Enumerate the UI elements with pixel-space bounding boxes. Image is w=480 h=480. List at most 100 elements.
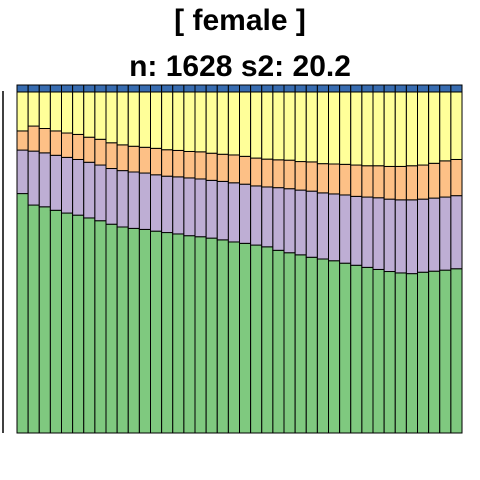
bar-segment-series-3-col-21: [239, 155, 252, 185]
bar-segment-series-1-col-40: [450, 268, 463, 434]
bar-segment-series-2-col-28: [316, 192, 330, 260]
bar-segment-series-3-col-15: [172, 149, 185, 178]
bar-segment-series-4-col-27: [305, 91, 318, 163]
bar-segment-series-1-col-17: [194, 236, 207, 434]
chart-title-line-1: [ female ]: [174, 4, 306, 37]
bar-segment-series-1-col-1: [16, 193, 29, 434]
bar-segment-series-5-col-6: [72, 84, 85, 93]
bar-segment-series-1-col-31: [350, 264, 363, 434]
bar-segment-series-4-col-24: [272, 91, 285, 161]
bar-segment-series-3-col-3: [38, 128, 51, 154]
bar-segment-series-3-col-1: [16, 130, 29, 151]
bar-segment-series-2-col-5: [61, 156, 74, 214]
bar-segment-series-2-col-38: [428, 197, 441, 272]
bar-segment-series-1-col-21: [239, 242, 252, 434]
bar-segment-series-3-col-8: [94, 138, 107, 166]
bar-segment-series-1-col-37: [417, 271, 430, 434]
bar-segment-series-4-col-3: [38, 91, 51, 129]
bar-segment-series-2-col-17: [194, 178, 207, 238]
bar-segment-series-1-col-4: [49, 209, 63, 434]
bar-segment-series-3-col-32: [361, 165, 374, 198]
bar-segment-series-4-col-13: [150, 91, 163, 149]
bar-segment-series-2-col-11: [127, 171, 140, 229]
bar-segment-series-5-col-13: [150, 84, 163, 93]
bar-segment-series-4-col-21: [239, 91, 252, 157]
bar-segment-series-2-col-20: [227, 182, 241, 243]
bar-segment-series-5-col-33: [372, 84, 385, 93]
bar-segment-series-5-col-7: [83, 84, 96, 93]
bar-segment-series-2-col-19: [216, 180, 229, 241]
bar-segment-series-2-col-37: [417, 198, 430, 273]
bar-segment-series-4-col-1: [16, 91, 29, 132]
bar-segment-series-5-col-37: [417, 84, 430, 93]
bar-segment-series-3-col-7: [83, 136, 96, 163]
bar-segment-series-4-col-9: [105, 91, 118, 144]
bar-segment-series-2-col-9: [105, 168, 118, 225]
bar-segment-series-5-col-22: [250, 84, 263, 93]
bar-segment-series-3-col-23: [261, 158, 274, 188]
bar-segment-series-4-col-6: [72, 91, 85, 135]
bar-segment-series-3-col-25: [283, 159, 296, 190]
bar-segment-series-2-col-21: [239, 183, 252, 244]
bar-segment-series-3-col-2: [27, 125, 40, 152]
bar-segment-series-3-col-24: [272, 159, 285, 189]
bar-segment-series-5-col-4: [49, 84, 63, 93]
chart-title-line-2: n: 1628 s2: 20.2: [129, 50, 351, 83]
bar-segment-series-3-col-28: [316, 163, 330, 194]
bar-segment-series-2-col-1: [16, 149, 29, 195]
bar-segment-series-2-col-29: [328, 193, 341, 262]
bar-segment-series-3-col-30: [339, 163, 352, 196]
bar-segment-series-5-col-11: [127, 84, 140, 93]
bar-segment-series-3-col-22: [250, 157, 263, 187]
bar-segment-series-3-col-10: [116, 144, 129, 172]
bar-segment-series-1-col-34: [383, 271, 396, 434]
bar-segment-series-1-col-9: [105, 223, 118, 434]
bar-segment-series-1-col-18: [205, 237, 218, 434]
bar-segment-series-1-col-27: [305, 256, 318, 434]
bar-segment-series-1-col-29: [328, 260, 341, 434]
bar-segment-series-1-col-2: [27, 204, 40, 434]
bar-segment-series-2-col-27: [305, 190, 318, 258]
bar-segment-series-5-col-17: [194, 84, 207, 93]
bar-segment-series-4-col-31: [350, 91, 363, 166]
bar-segment-series-5-col-30: [339, 84, 352, 93]
bar-segment-series-1-col-7: [83, 217, 96, 434]
bar-segment-series-4-col-4: [49, 91, 63, 132]
bar-segment-series-2-col-10: [116, 170, 129, 228]
bar-segment-series-1-col-28: [316, 258, 330, 434]
bar-segment-series-3-col-31: [350, 164, 363, 197]
bar-segment-series-5-col-20: [227, 84, 241, 93]
bar-segment-series-5-col-19: [216, 84, 229, 93]
bar-segment-series-5-col-16: [183, 84, 196, 93]
bar-segment-series-5-col-10: [116, 84, 129, 93]
bar-segment-series-1-col-22: [250, 244, 263, 434]
bar-segment-series-1-col-38: [428, 270, 441, 434]
bar-segment-series-2-col-13: [150, 174, 163, 232]
bar-segment-series-2-col-8: [94, 164, 107, 222]
bar-segment-series-3-col-13: [150, 147, 163, 176]
bar-segment-series-5-col-26: [294, 84, 307, 93]
bar-segment-series-3-col-35: [394, 165, 407, 201]
bar-segment-series-2-col-14: [161, 175, 174, 234]
bar-segment-series-4-col-10: [116, 91, 129, 146]
bar-segment-series-3-col-11: [127, 145, 140, 173]
bar-segment-series-3-col-12: [138, 146, 152, 174]
bar-segment-series-2-col-33: [372, 197, 385, 270]
bar-segment-series-4-col-28: [316, 91, 330, 165]
bar-segment-series-4-col-26: [294, 91, 307, 163]
bar-segment-series-3-col-39: [439, 160, 452, 198]
bar-segment-series-4-col-2: [27, 91, 40, 127]
bar-segment-series-1-col-23: [261, 246, 274, 434]
bar-segment-series-2-col-18: [205, 179, 218, 239]
bar-segment-series-3-col-34: [383, 165, 396, 200]
bar-segment-series-1-col-16: [183, 235, 196, 434]
bar-segment-series-2-col-2: [27, 150, 40, 206]
bar-segment-series-3-col-38: [428, 162, 441, 199]
bar-segment-series-4-col-15: [172, 91, 185, 151]
bars-layer: [16, 84, 463, 434]
bar-segment-series-5-col-31: [350, 84, 363, 93]
bar-segment-series-5-col-40: [450, 84, 463, 93]
bar-segment-series-4-col-7: [83, 91, 96, 138]
bar-segment-series-5-col-34: [383, 84, 396, 93]
